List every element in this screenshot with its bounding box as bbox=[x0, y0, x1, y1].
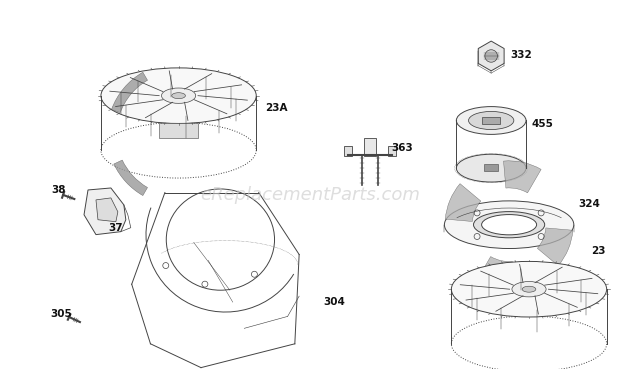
Text: 455: 455 bbox=[531, 120, 553, 130]
Wedge shape bbox=[538, 228, 573, 266]
Text: 363: 363 bbox=[392, 143, 414, 153]
Ellipse shape bbox=[101, 68, 256, 124]
Bar bbox=[484, 164, 498, 171]
Text: eReplacementParts.com: eReplacementParts.com bbox=[200, 186, 420, 204]
Text: 304: 304 bbox=[323, 297, 345, 307]
Ellipse shape bbox=[451, 262, 606, 317]
Circle shape bbox=[485, 50, 497, 62]
Text: 332: 332 bbox=[510, 50, 532, 60]
Polygon shape bbox=[96, 198, 118, 222]
Text: 23: 23 bbox=[591, 246, 605, 256]
Polygon shape bbox=[84, 188, 126, 235]
Wedge shape bbox=[503, 161, 541, 193]
Ellipse shape bbox=[445, 201, 574, 249]
Ellipse shape bbox=[161, 88, 196, 103]
Text: 305: 305 bbox=[50, 309, 72, 319]
Wedge shape bbox=[112, 72, 148, 113]
Ellipse shape bbox=[512, 282, 546, 297]
Bar bbox=[388, 146, 396, 156]
Polygon shape bbox=[478, 41, 504, 71]
Wedge shape bbox=[114, 160, 148, 196]
Bar bbox=[344, 146, 352, 156]
Wedge shape bbox=[445, 184, 481, 222]
Text: 37: 37 bbox=[108, 223, 123, 233]
Text: 23A: 23A bbox=[265, 102, 288, 112]
Bar bbox=[364, 138, 376, 156]
Ellipse shape bbox=[456, 107, 526, 134]
Text: 324: 324 bbox=[579, 199, 601, 209]
Bar bbox=[159, 123, 198, 138]
Ellipse shape bbox=[522, 286, 536, 292]
Ellipse shape bbox=[456, 154, 526, 182]
Text: 38: 38 bbox=[51, 185, 66, 195]
Ellipse shape bbox=[469, 111, 514, 130]
Ellipse shape bbox=[482, 215, 536, 235]
Ellipse shape bbox=[172, 93, 185, 99]
Bar bbox=[482, 117, 500, 124]
Wedge shape bbox=[477, 256, 515, 289]
Ellipse shape bbox=[474, 212, 545, 238]
